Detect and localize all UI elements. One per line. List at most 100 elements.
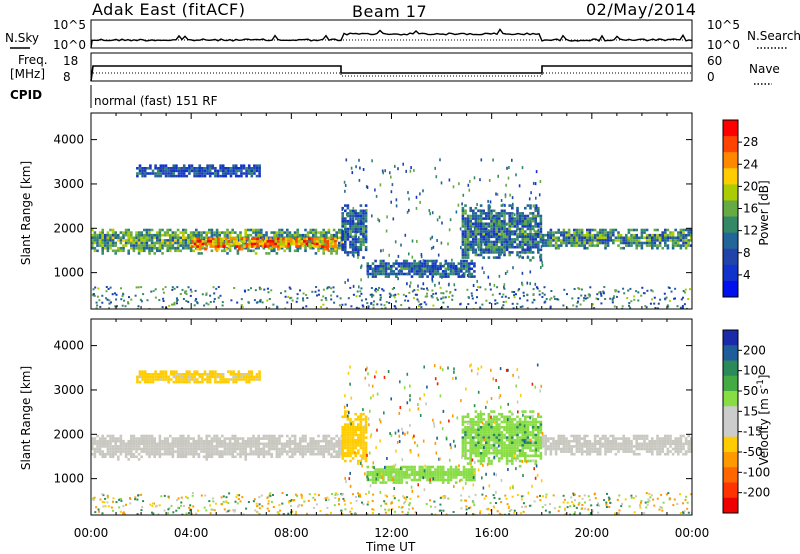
data-cell [479,428,483,432]
data-cell [143,174,147,178]
data-cell [534,418,537,421]
data-cell [357,240,360,244]
data-cell [518,235,522,239]
data-cell [97,287,100,290]
data-cell [604,434,607,438]
data-cell [511,251,514,254]
data-cell [104,241,107,245]
data-cell [154,373,157,376]
data-cell [299,450,302,453]
data-cell [441,468,445,471]
data-cell [392,470,396,474]
data-cell [254,442,258,446]
data-cell [210,452,214,456]
data-cell [511,212,514,215]
data-cell [508,212,511,215]
data-cell [277,242,280,246]
data-cell [223,437,227,440]
data-cell [289,287,292,290]
data-cell [656,244,659,247]
data-cell [329,240,332,243]
data-cell [349,438,352,442]
data-cell [552,231,555,234]
data-cell [351,428,355,432]
data-cell [245,167,248,170]
data-cell [422,282,425,286]
data-cell [330,246,333,250]
data-cell [535,204,538,208]
data-cell [425,303,428,306]
data-cell [544,442,547,446]
data-cell [447,470,450,474]
data-cell [127,301,129,304]
data-cell [122,293,125,296]
data-cell [632,236,636,240]
data-cell [447,267,450,271]
data-cell [539,248,543,252]
data-cell [349,449,352,452]
data-cell [487,199,489,203]
data-cell [332,233,336,237]
data-cell [166,437,169,440]
data-cell [479,253,483,257]
data-cell [345,230,347,234]
data-cell [252,450,255,453]
data-cell [156,452,159,456]
data-cell [215,434,219,438]
data-cell [487,209,491,213]
data-cell [119,236,123,240]
data-cell [93,294,96,297]
data-cell [164,378,168,381]
data-cell [215,437,219,440]
data-cell [445,290,448,293]
data-cell [106,447,110,451]
data-cell [286,231,289,234]
data-cell [653,241,657,245]
data-cell [130,450,133,453]
data-cell [284,240,288,243]
data-cell [382,481,385,484]
data-cell [364,230,368,233]
data-cell [338,455,341,459]
data-cell [384,169,386,173]
data-cell [208,164,212,167]
data-cell [408,264,411,268]
data-cell [371,159,373,163]
data-cell [182,246,185,250]
data-cell [278,447,281,451]
data-cell [626,297,629,299]
data-cell [689,288,691,291]
data-cell [253,164,256,167]
data-cell [567,442,571,446]
data-cell [503,415,506,419]
data-cell [191,245,194,248]
data-cell [184,236,188,240]
data-cell [398,269,401,273]
data-cell [687,239,690,242]
data-cell [266,240,270,243]
data-cell [466,225,470,228]
data-cell [179,293,182,295]
data-cell [619,241,623,245]
data-cell [552,236,555,240]
data-cell [457,262,461,265]
data-cell [111,439,115,443]
data-cell [479,251,483,254]
data-cell [260,231,263,234]
data-cell [531,238,535,241]
data-cell [472,251,475,254]
data-cell [479,431,483,434]
data-cell [265,450,268,453]
data-cell [508,235,511,239]
data-cell [684,288,687,291]
data-cell [135,233,138,237]
data-cell [137,244,141,247]
data-cell [148,244,151,247]
data-cell [240,373,243,376]
data-cell [408,252,410,256]
data-cell [101,244,104,247]
data-cell [362,243,365,246]
data-cell [359,418,363,421]
data-cell [187,241,190,245]
data-cell [408,208,410,212]
